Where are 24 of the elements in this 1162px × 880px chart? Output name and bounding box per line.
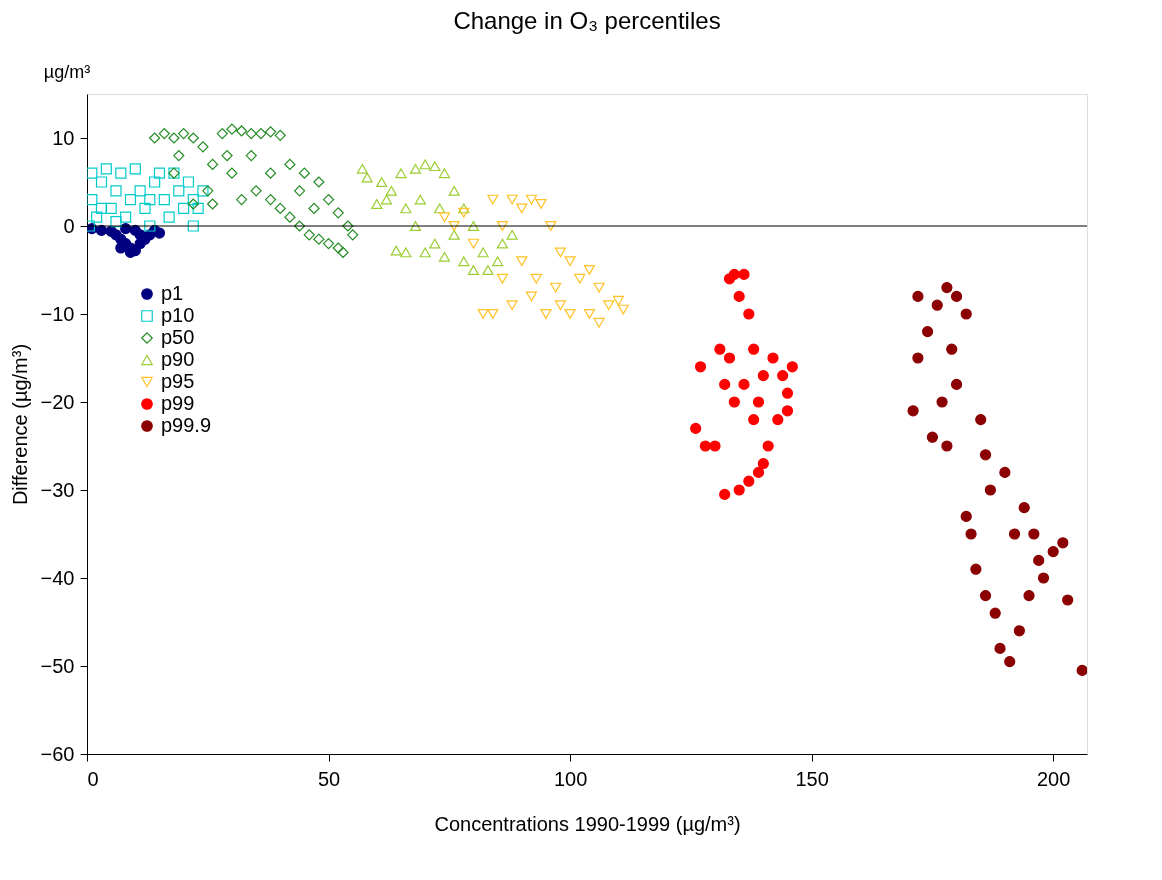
legend-label: p1 [161, 282, 184, 304]
x-tick-label: 50 [317, 767, 341, 790]
legend-label: p50 [161, 326, 195, 348]
legend-label: p10 [161, 304, 195, 326]
y-tick-label: −60 [40, 742, 75, 765]
x-tick-label: 150 [795, 767, 829, 790]
legend-label: p99.9 [161, 414, 212, 436]
legend-label: p99 [161, 392, 195, 414]
legend-label: p95 [161, 370, 195, 392]
x-tick-label: 100 [553, 767, 588, 790]
y-tick-label: −40 [40, 566, 75, 589]
y-tick-label: −50 [40, 654, 75, 677]
y-tick-label: −20 [40, 390, 75, 413]
chart-title: Change in O₃ percentiles [453, 7, 721, 34]
y-tick-label: 0 [63, 214, 75, 237]
y-tick-label: −10 [40, 302, 75, 325]
y-axis-title: Difference (µg/m³) [8, 343, 31, 506]
x-tick-label: 200 [1037, 767, 1071, 790]
x-axis-title: Concentrations 1990-1999 (µg/m³) [434, 812, 741, 835]
x-tick-label: 0 [87, 767, 99, 790]
y-tick-label: 10 [52, 126, 75, 149]
legend-label: p90 [161, 348, 195, 370]
text: µg/m³ [43, 62, 91, 82]
y-tick-label: −30 [40, 478, 75, 501]
